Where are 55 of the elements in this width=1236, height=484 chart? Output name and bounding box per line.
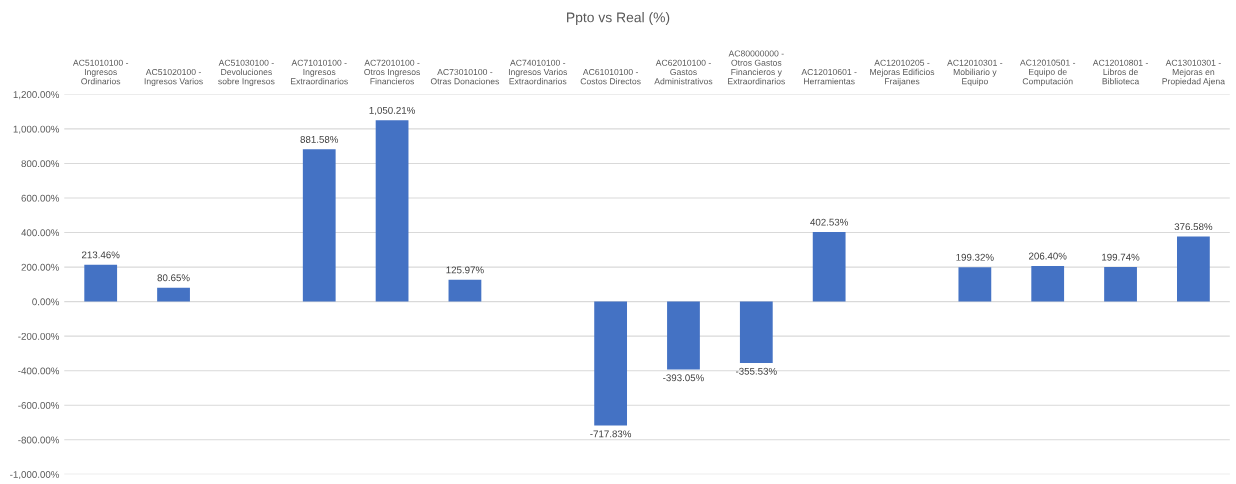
data-label: 213.46%: [82, 251, 120, 259]
data-label: -717.83%: [590, 430, 632, 438]
x-tick-label: AC73010100 - Otras Donaciones: [430, 68, 500, 85]
data-label: 125.97%: [446, 266, 484, 274]
bar: [375, 120, 409, 302]
y-tick-label: 0.00%: [32, 298, 60, 306]
x-tick-label: AC12010801 - Libros de Biblioteca: [1092, 59, 1148, 85]
x-tick-label: AC80000000 - Otros Gastos Financieros y Extraordinarios: [728, 50, 785, 85]
data-label: -393.05%: [663, 374, 704, 382]
y-tick-label: 800.00%: [21, 160, 60, 168]
y-tick-label: 600.00%: [21, 194, 60, 202]
x-tick-label: AC72010100 - Otros Ingresos Financieros: [364, 59, 421, 85]
x-tick-label: AC51030100 - Devoluciones sobre Ingresos: [218, 59, 275, 87]
bar: [157, 287, 190, 302]
x-tick-label: AC51020100 - Ingresos Varios: [144, 68, 203, 87]
bar: [84, 264, 118, 302]
y-tick-label: 1,200.00%: [13, 91, 60, 100]
x-tick-label: AC62010100 - Gastos Administrativos: [654, 59, 713, 85]
y-tick-label: -600.00%: [18, 401, 60, 409]
x-tick-label: AC74010100 - Ingresos Varios Extraordinarios: [508, 59, 568, 85]
bar: [958, 267, 992, 302]
x-tick-label: AC13010301 - Mejoras en Propiedad Ajena: [1162, 59, 1225, 87]
y-tick-label: 1,000.00%: [13, 125, 60, 134]
bar: [667, 301, 700, 370]
x-tick-label: AC61010100 - Costos Directos: [580, 68, 641, 85]
x-tick-label: AC12010301 - Mobiliario y Equipo: [947, 59, 1003, 87]
data-label: 1,050.21%: [369, 106, 415, 115]
data-label: 376.58%: [1174, 223, 1213, 231]
y-tick-label: 200.00%: [21, 263, 60, 271]
data-label: -355.53%: [735, 367, 777, 375]
data-label: 881.58%: [300, 136, 339, 143]
x-tick-label: AC71010100 - Ingresos Extraordinarios: [290, 59, 348, 85]
bar: [448, 279, 482, 302]
x-tick-label: AC51010100 - Ingresos Ordinarios: [72, 59, 129, 85]
y-tick-label: -400.00%: [18, 367, 60, 375]
y-tick-label: 400.00%: [21, 229, 60, 237]
x-tick-label: AC12010205 - Mejoras Edificios Fraijanes: [870, 59, 935, 87]
x-tick-label: AC12010601 - Herramientas: [801, 68, 857, 85]
bar: [1177, 236, 1210, 302]
y-tick-label: -1,000.00%: [10, 471, 60, 480]
chart-title: Ppto vs Real (%): [567, 12, 670, 26]
data-label: 80.65%: [157, 274, 190, 282]
x-tick-label: AC12010501 - Equipo de Computación: [1019, 59, 1076, 87]
bar: [812, 232, 846, 302]
bar: [594, 301, 628, 426]
data-label: 199.32%: [956, 253, 994, 261]
y-tick-label: -200.00%: [18, 332, 60, 340]
data-label: 402.53%: [810, 218, 849, 226]
bar: [1104, 267, 1137, 302]
bar: [739, 301, 773, 364]
data-label: 206.40%: [1029, 252, 1067, 260]
bar: [1031, 265, 1065, 302]
y-tick-label: -800.00%: [18, 436, 60, 444]
data-label: 199.74%: [1102, 253, 1140, 261]
bar: [302, 149, 336, 302]
